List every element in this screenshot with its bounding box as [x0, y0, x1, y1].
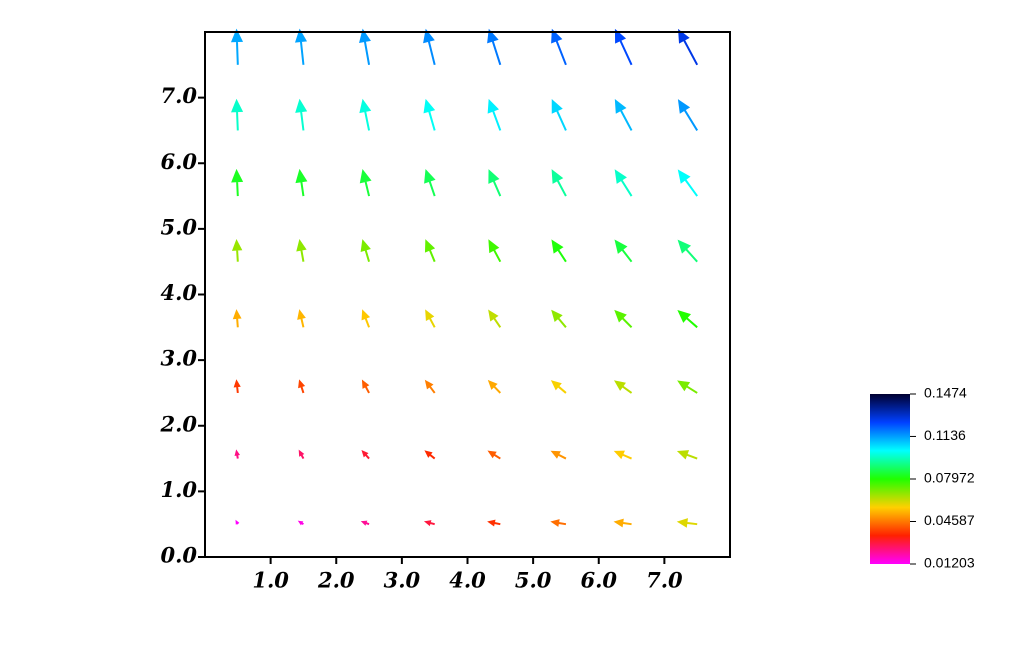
arrow — [424, 239, 436, 263]
arrow — [235, 519, 240, 525]
arrow — [423, 520, 435, 527]
arrow — [676, 518, 698, 528]
arrow — [678, 28, 699, 66]
arrow — [550, 519, 567, 527]
arrow — [551, 28, 567, 66]
arrow — [487, 98, 502, 131]
x-tick-label: 5.0 — [515, 568, 552, 593]
x-tick-label: 6.0 — [580, 568, 617, 593]
arrow — [551, 169, 567, 197]
arrow — [613, 518, 632, 528]
arrow — [550, 380, 567, 394]
y-tick-label: 3.0 — [160, 346, 197, 371]
arrow — [297, 520, 304, 526]
arrow — [424, 169, 436, 197]
x-tick-label: 4.0 — [449, 568, 486, 593]
arrow — [613, 380, 633, 394]
colorbar-tick-label: 0.07972 — [924, 470, 975, 486]
y-tick-label: 7.0 — [160, 83, 197, 108]
colorbar-tick-label: 0.01203 — [924, 555, 975, 571]
arrow — [296, 239, 307, 262]
x-tick-label: 1.0 — [252, 568, 289, 593]
arrow — [361, 449, 370, 460]
arrow — [361, 309, 371, 328]
colorbar-tick-label: 0.1474 — [924, 385, 967, 401]
y-tick-label: 2.0 — [159, 411, 197, 436]
arrow — [551, 98, 567, 131]
arrow — [551, 239, 567, 263]
x-tick-label: 2.0 — [317, 568, 355, 593]
arrow — [425, 309, 436, 328]
arrow — [231, 168, 244, 197]
arrow — [487, 519, 501, 527]
y-tick-label: 6.0 — [160, 149, 197, 174]
arrow — [359, 98, 372, 131]
arrow — [488, 309, 502, 328]
colorbar-tick-label: 0.1136 — [924, 427, 966, 443]
arrow — [231, 98, 244, 131]
x-tick-label: 7.0 — [646, 568, 683, 593]
arrow — [677, 239, 698, 263]
arrow — [488, 169, 502, 197]
colorbar — [870, 394, 910, 564]
arrow — [233, 379, 241, 394]
arrow — [677, 169, 698, 197]
arrow — [614, 309, 633, 329]
arrow — [361, 379, 370, 394]
arrow — [230, 28, 244, 65]
arrow — [359, 168, 372, 197]
arrow — [677, 309, 698, 329]
arrow — [297, 309, 306, 328]
arrow — [298, 379, 306, 394]
arrow — [232, 309, 242, 328]
arrow — [423, 98, 436, 131]
y-tick-label: 0.0 — [160, 543, 197, 568]
arrow — [614, 169, 633, 197]
arrow — [231, 239, 243, 262]
arrow — [614, 99, 633, 131]
plot-frame — [204, 31, 731, 558]
arrow — [487, 28, 502, 66]
arrow — [294, 28, 308, 65]
arrow — [677, 99, 699, 131]
arrow — [613, 450, 632, 460]
arrow — [550, 450, 567, 460]
arrow — [298, 449, 305, 460]
arrow — [423, 28, 436, 66]
arrow — [295, 98, 308, 131]
arrow — [359, 28, 371, 65]
arrow — [424, 450, 436, 460]
arrow — [424, 379, 436, 394]
arrow — [487, 379, 502, 394]
arrow — [360, 520, 370, 526]
y-tick-label: 4.0 — [160, 280, 197, 305]
x-tick-label: 3.0 — [384, 568, 421, 593]
arrow — [360, 239, 371, 262]
arrow — [551, 309, 567, 328]
arrow — [488, 239, 502, 263]
y-tick-label: 1.0 — [160, 477, 197, 502]
arrow — [234, 449, 241, 459]
arrow — [487, 450, 501, 460]
arrow — [614, 239, 633, 263]
arrow — [295, 168, 308, 197]
y-tick-label: 5.0 — [160, 214, 197, 239]
arrow — [614, 28, 633, 66]
colorbar-tick-label: 0.04587 — [924, 512, 975, 528]
arrow — [676, 450, 698, 460]
arrow — [677, 380, 698, 394]
